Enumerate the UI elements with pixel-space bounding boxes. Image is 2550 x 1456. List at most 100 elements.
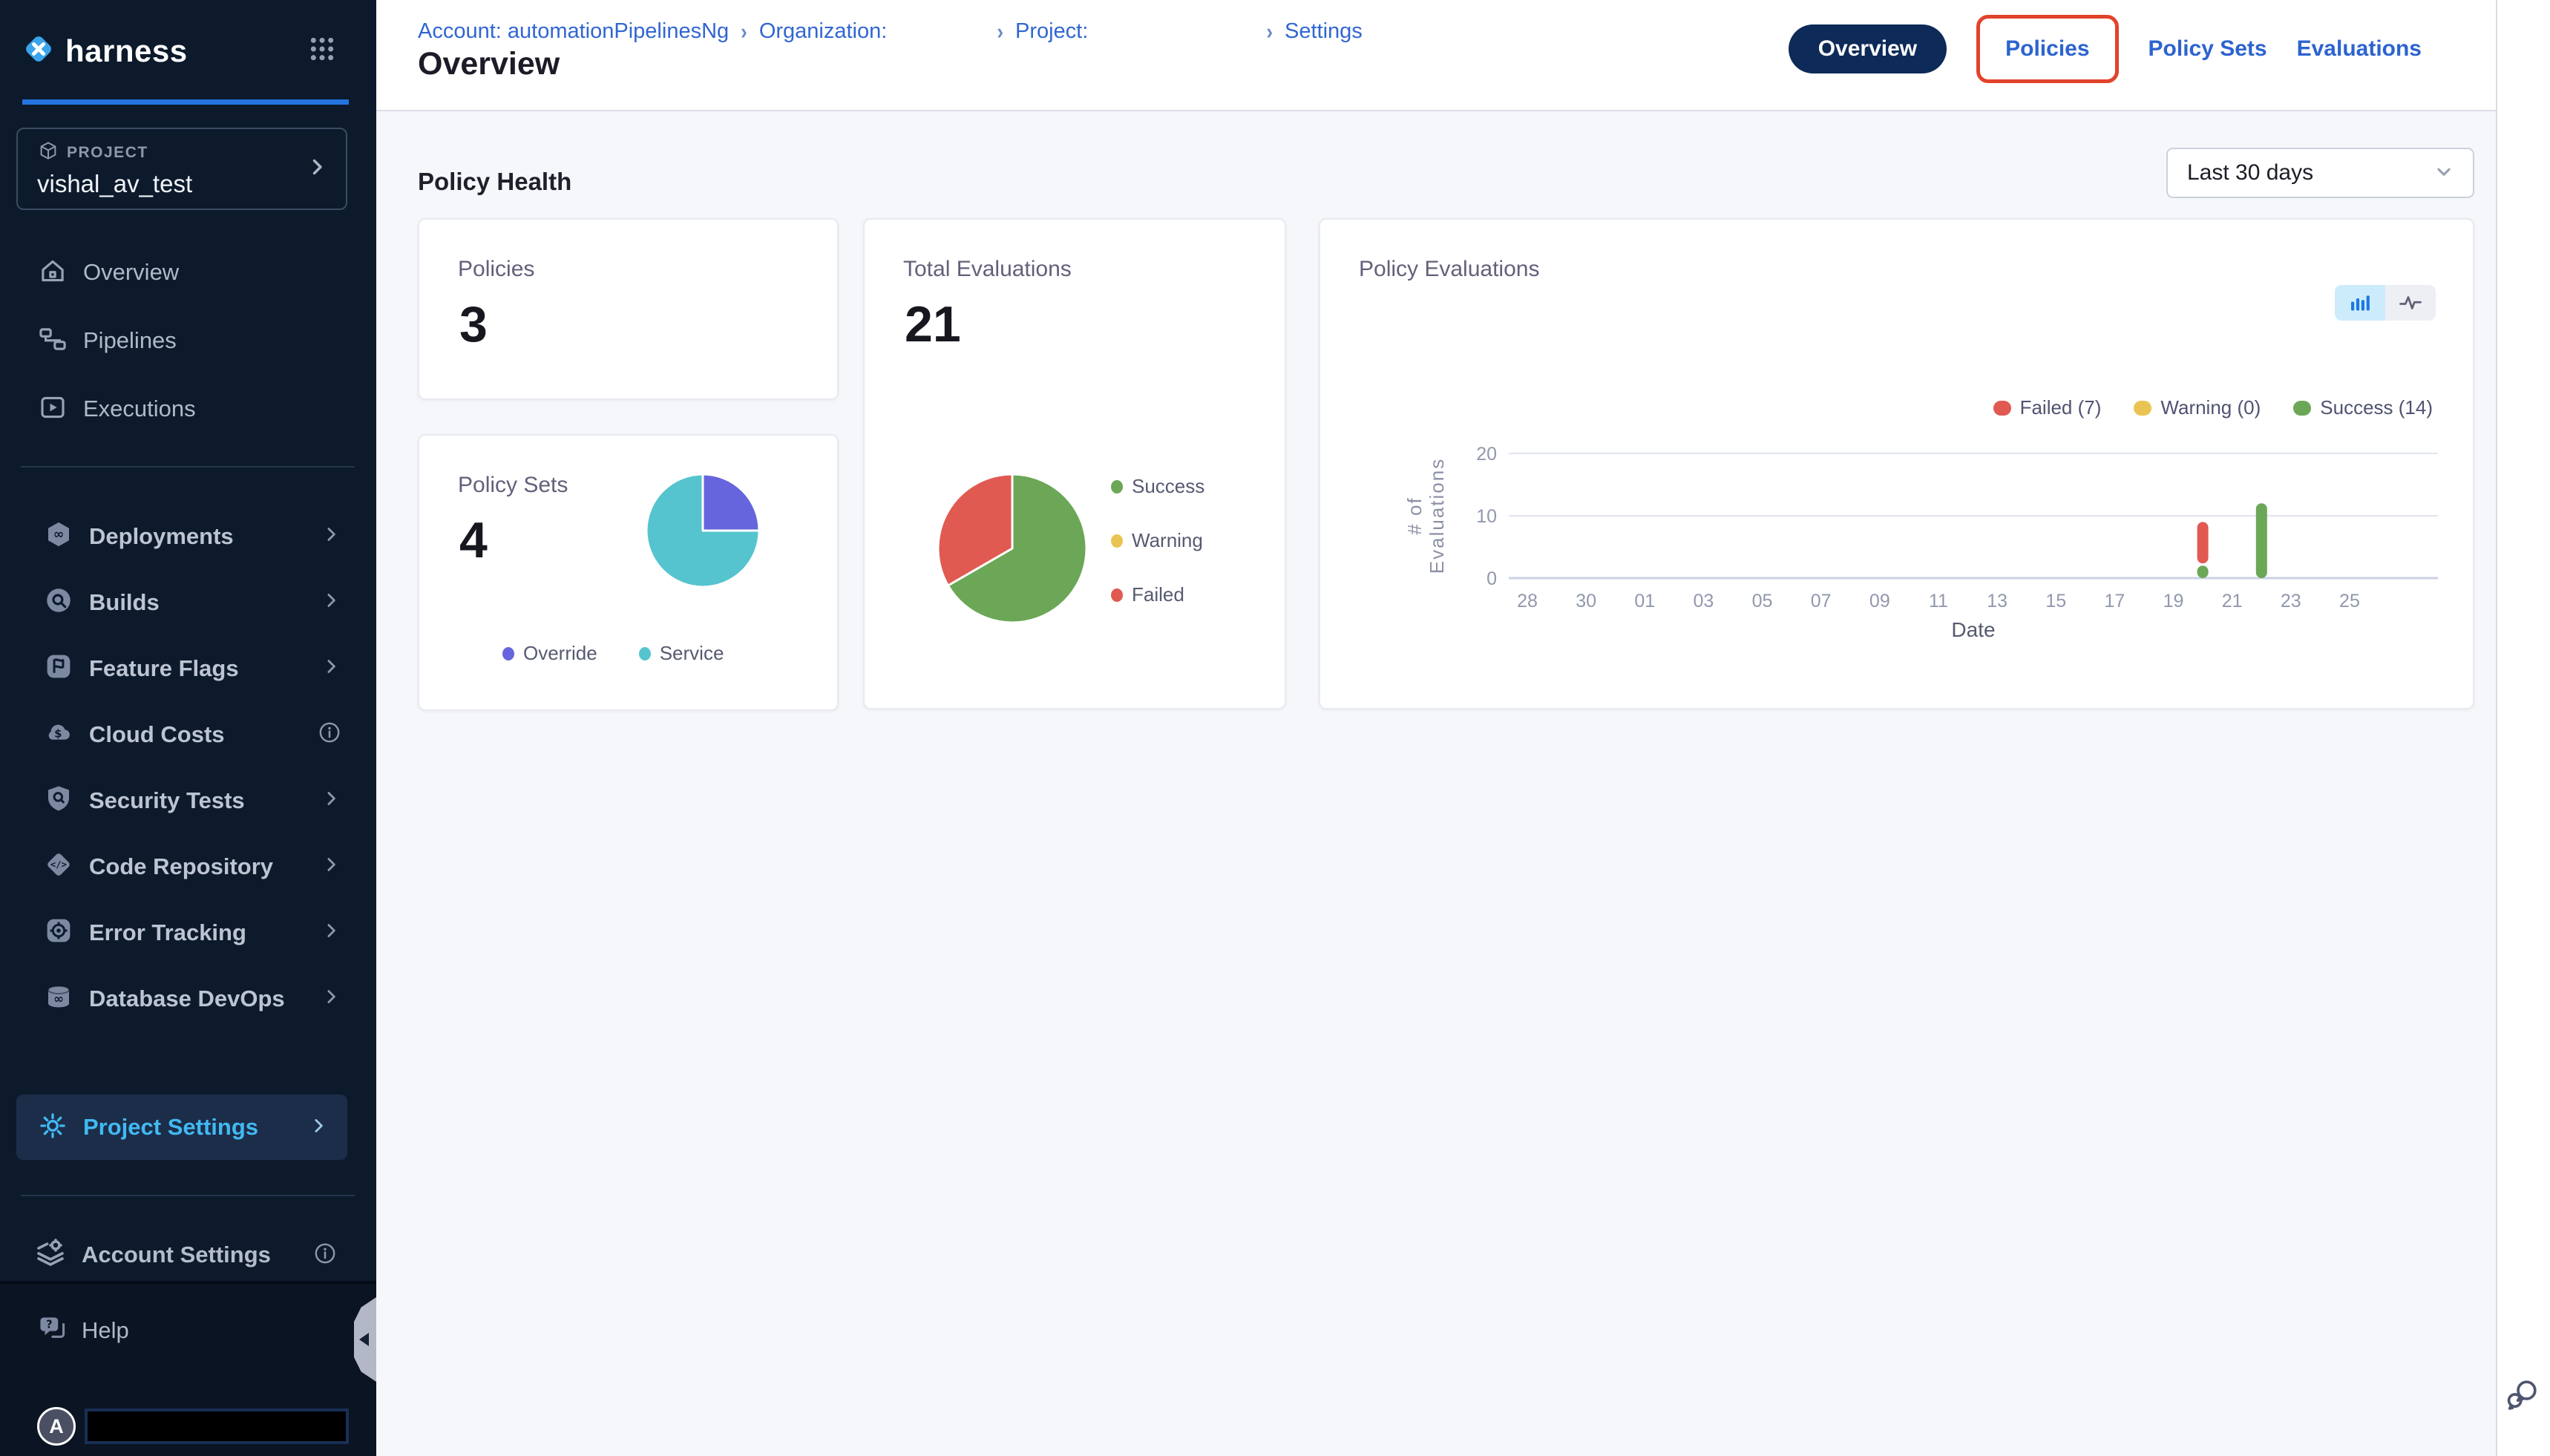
chevron-right-icon bbox=[320, 919, 342, 945]
legend-dot bbox=[1111, 588, 1123, 602]
chevron-down-icon bbox=[2431, 159, 2456, 188]
right-utility-strip bbox=[2496, 0, 2550, 1456]
chevron-right-icon bbox=[304, 154, 330, 183]
line-chart-toggle-button[interactable] bbox=[2385, 285, 2436, 321]
legend-item[interactable]: Success (14) bbox=[2293, 396, 2433, 419]
breadcrumb-project[interactable]: Project: bbox=[1015, 19, 1089, 43]
sidebar-item-account-settings[interactable]: Account Settings bbox=[0, 1223, 376, 1287]
svg-text:21: 21 bbox=[2222, 591, 2243, 611]
sidebar-item-error-tracking[interactable]: Error Tracking bbox=[0, 899, 376, 965]
svg-text:Date: Date bbox=[1951, 618, 1995, 641]
sidebar-item-code-repository[interactable]: </> Code Repository bbox=[0, 833, 376, 899]
sidebar-item-label: Help bbox=[82, 1316, 129, 1343]
redacted-username bbox=[85, 1409, 349, 1444]
tab-evaluations[interactable]: Evaluations bbox=[2296, 36, 2422, 61]
tab-overview[interactable]: Overview bbox=[1788, 24, 1947, 73]
legend-item: Success bbox=[1111, 475, 1204, 498]
legend-item: Failed bbox=[1111, 583, 1204, 606]
svg-text:∞: ∞ bbox=[53, 527, 65, 542]
avatar[interactable]: A bbox=[37, 1407, 76, 1446]
svg-text:$: $ bbox=[54, 727, 62, 741]
svg-text:30: 30 bbox=[1576, 591, 1596, 611]
breadcrumb-settings[interactable]: Settings bbox=[1284, 19, 1363, 43]
policy-sets-card: Policy Sets 4 Override Service bbox=[418, 434, 839, 711]
info-icon[interactable] bbox=[317, 720, 342, 749]
feature-flags-icon bbox=[43, 651, 74, 686]
svg-text:0: 0 bbox=[1487, 568, 1497, 589]
svg-text:23: 23 bbox=[2281, 591, 2301, 611]
breadcrumb: Account: automationPipelinesNg › Organiz… bbox=[418, 18, 1363, 45]
chevron-right-icon bbox=[320, 655, 342, 681]
sidebar-item-help[interactable]: ? Help bbox=[36, 1312, 129, 1348]
database-icon: ∞ bbox=[43, 981, 74, 1016]
policy-sets-legend: Override Service bbox=[502, 642, 724, 665]
legend-label: Override bbox=[523, 642, 597, 664]
sidebar-item-builds[interactable]: Builds bbox=[0, 569, 376, 635]
user-row: A bbox=[0, 1407, 376, 1446]
legend-label: Failed bbox=[1132, 583, 1184, 606]
home-icon bbox=[37, 255, 68, 290]
legend-dot bbox=[1993, 400, 2011, 416]
tab-bar: Overview Policies Policy Sets Evaluation… bbox=[1788, 9, 2422, 89]
info-icon[interactable] bbox=[312, 1241, 338, 1270]
svg-text:05: 05 bbox=[1752, 591, 1773, 611]
policy-evaluations-bar-chart: 0 10 20 28 30 01 03 05 07 09 11 13 15 17 19 21 23 25 Date #… bbox=[1403, 444, 2438, 641]
legend-dot bbox=[1111, 479, 1123, 493]
svg-text:09: 09 bbox=[1869, 591, 1890, 611]
svg-text:# ofEvaluations: # ofEvaluations bbox=[1403, 458, 1448, 574]
logo-underline bbox=[22, 99, 349, 105]
sidebar-item-pipelines[interactable]: Pipelines bbox=[0, 306, 376, 375]
chat-bubbles-icon[interactable] bbox=[2503, 1375, 2542, 1417]
total-evaluations-count: 21 bbox=[905, 296, 961, 352]
sidebar-bottom-band: ? Help A bbox=[0, 1281, 376, 1456]
top-bar: Account: automationPipelinesNg › Organiz… bbox=[376, 0, 2496, 111]
policy-evaluations-card: Policy Evaluations Failed (7) Warning (0)… bbox=[1319, 218, 2474, 709]
sidebar-item-label: Error Tracking bbox=[89, 919, 246, 945]
sidebar-item-overview[interactable]: Overview bbox=[0, 238, 376, 306]
app-grid-icon[interactable] bbox=[307, 34, 337, 68]
sidebar-item-executions[interactable]: Executions bbox=[0, 375, 376, 443]
svg-text:19: 19 bbox=[2163, 591, 2184, 611]
legend-item: Override bbox=[502, 642, 597, 665]
sidebar-divider bbox=[21, 1195, 355, 1196]
legend-item[interactable]: Failed (7) bbox=[1993, 396, 2101, 419]
tab-policy-sets[interactable]: Policy Sets bbox=[2148, 36, 2267, 61]
tab-policies[interactable]: Policies bbox=[2005, 36, 2090, 61]
chevron-right-icon bbox=[320, 523, 342, 549]
svg-text:11: 11 bbox=[1929, 591, 1948, 611]
sidebar-item-label: Deployments bbox=[89, 522, 234, 549]
bar-chart-toggle-button[interactable] bbox=[2335, 285, 2385, 321]
legend-item[interactable]: Warning (0) bbox=[2134, 396, 2261, 419]
svg-text:17: 17 bbox=[2104, 591, 2125, 611]
project-name: vishal_av_test bbox=[37, 170, 193, 197]
bar-segment bbox=[2197, 522, 2209, 564]
breadcrumb-account[interactable]: Account: automationPipelinesNg bbox=[418, 19, 730, 43]
sidebar-item-deployments[interactable]: ∞ Deployments bbox=[0, 503, 376, 569]
sidebar-item-cloud-costs[interactable]: $ Cloud Costs bbox=[0, 701, 376, 767]
legend-dot bbox=[2293, 400, 2312, 416]
total-evaluations-card: Total Evaluations 21 Success Warning Faile… bbox=[863, 218, 1286, 709]
policy-sets-count: 4 bbox=[459, 512, 488, 568]
sidebar-item-security-tests[interactable]: Security Tests bbox=[0, 767, 376, 833]
date-range-select[interactable]: Last 30 days bbox=[2166, 148, 2474, 198]
chevron-right-icon: › bbox=[1266, 18, 1273, 45]
legend-dot bbox=[502, 646, 514, 660]
svg-text:07: 07 bbox=[1811, 591, 1832, 611]
project-scope-label: PROJECT bbox=[67, 143, 148, 161]
sidebar-item-label: Account Settings bbox=[82, 1242, 271, 1268]
cube-icon bbox=[37, 140, 59, 165]
sidebar-item-project-settings[interactable]: Project Settings bbox=[16, 1095, 347, 1160]
project-selector[interactable]: PROJECT vishal_av_test bbox=[16, 128, 347, 210]
breadcrumb-organization[interactable]: Organization: bbox=[758, 19, 888, 43]
pie-slice bbox=[946, 473, 1088, 624]
chevron-right-icon bbox=[320, 787, 342, 813]
sidebar-item-feature-flags[interactable]: Feature Flags bbox=[0, 635, 376, 701]
date-range-value: Last 30 days bbox=[2187, 160, 2314, 185]
sidebar-item-label: Database DevOps bbox=[89, 985, 285, 1011]
builds-icon bbox=[43, 585, 74, 620]
policies-card: Policies 3 bbox=[418, 218, 839, 400]
bar-segment bbox=[2255, 503, 2267, 578]
sidebar-item-database-devops[interactable]: ∞ Database DevOps bbox=[0, 965, 376, 1032]
sidebar-item-label: Code Repository bbox=[89, 853, 274, 879]
sidebar-item-label: Project Settings bbox=[83, 1114, 258, 1140]
